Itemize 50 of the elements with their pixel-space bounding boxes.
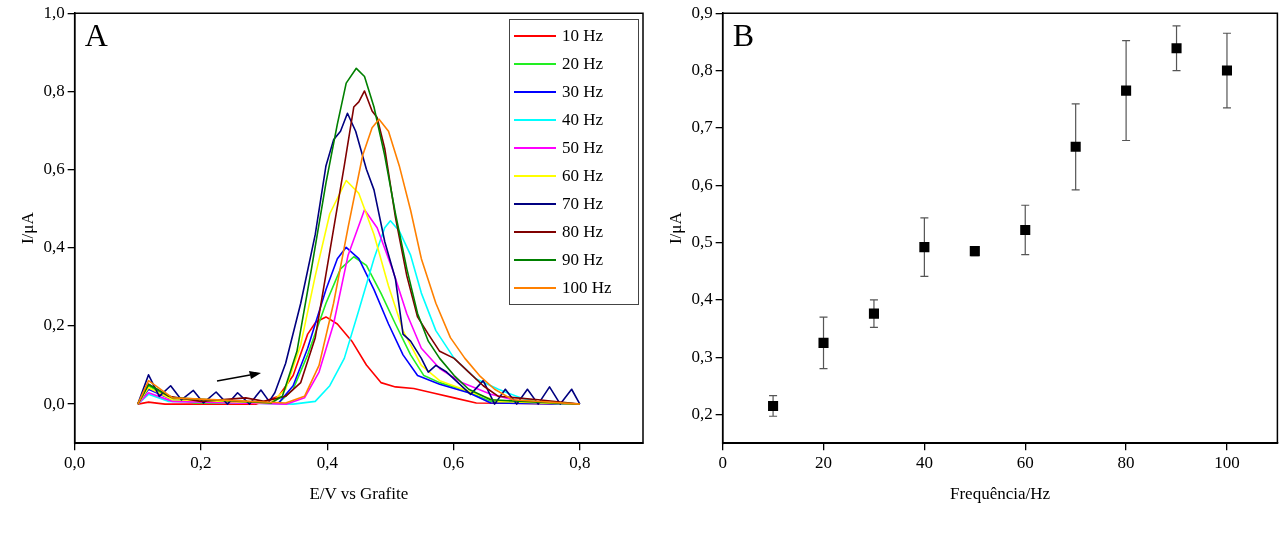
x-tick-label: 40 (915, 452, 933, 472)
legend-label: 10 Hz (562, 26, 604, 47)
legend-label: 30 Hz (562, 82, 604, 103)
point (919, 242, 930, 253)
x-tick-label: 0 (718, 452, 727, 472)
legend-label: 40 Hz (562, 110, 604, 131)
y-tick-label: 0,0 (43, 393, 65, 413)
legend-label: 80 Hz (562, 222, 604, 243)
point (768, 400, 779, 411)
y-tick-label: 0,7 (691, 117, 714, 137)
y-axis-title: I/μA (665, 211, 685, 245)
x-tick-label: 80 (1117, 452, 1135, 472)
annotation: B (732, 16, 754, 53)
y-tick-label: 0,8 (43, 80, 65, 100)
annotation: A (84, 16, 108, 53)
legend-label: 90 Hz (562, 250, 604, 271)
x-tick-label: 0,4 (316, 452, 339, 472)
y-tick-label: 0,4 (691, 289, 714, 309)
point (868, 308, 879, 319)
point (1171, 43, 1182, 54)
y-tick-label: 0,2 (691, 404, 713, 423)
x-tick-label: 0,8 (569, 452, 591, 472)
y-tick-label: 0,2 (43, 315, 65, 335)
legend-label: 60 Hz (562, 166, 604, 187)
legend-label: 50 Hz (562, 138, 604, 159)
x-axis-title: E/V vs Grafite (309, 484, 409, 504)
point (1070, 141, 1081, 152)
x-tick-label: 60 (1016, 452, 1034, 472)
x-tick-label: 0,2 (190, 452, 212, 472)
legend-label: 100 Hz (562, 278, 612, 299)
y-tick-label: 0,5 (691, 232, 713, 251)
y-tick-label: 0,3 (691, 346, 713, 366)
x-axis-title: Frequência/Hz (949, 484, 1051, 504)
y-axis-title: I/μA (17, 211, 37, 245)
y-tick-label: 0,4 (43, 237, 66, 257)
legend-label: 70 Hz (562, 194, 604, 215)
point (1020, 224, 1031, 235)
point (1121, 85, 1132, 96)
point (1221, 65, 1233, 76)
y-tick-label: 0,8 (691, 60, 713, 79)
point (818, 337, 829, 348)
x-tick-label: 0,6 (442, 452, 465, 472)
y-tick-label: 0,9 (691, 2, 713, 22)
x-tick-label: 0,0 (64, 452, 86, 472)
x-tick-label: 20 (815, 452, 833, 472)
x-tick-label: 100 (1214, 452, 1240, 472)
legend-label: 20 Hz (562, 54, 604, 75)
y-tick-label: 0,6 (43, 159, 65, 179)
y-tick-label: 0,6 (691, 174, 713, 194)
y-tick-label: 1,0 (43, 2, 65, 22)
